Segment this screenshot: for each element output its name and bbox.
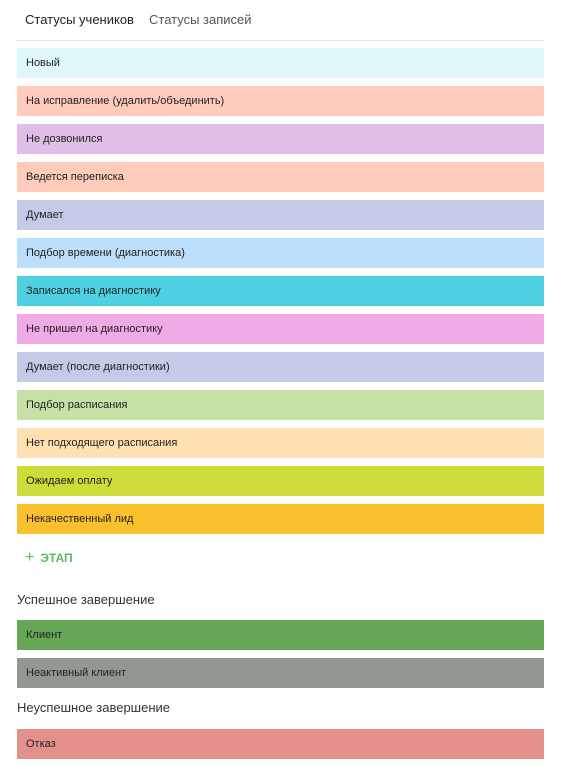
stage-item[interactable]: Ведется переписка [17,162,544,192]
success-stage-item[interactable]: Неактивный клиент [17,658,544,688]
stage-item[interactable]: Подбор расписания [17,390,544,420]
stage-item[interactable]: Не дозвонился [17,124,544,154]
add-stage-button[interactable]: + ЭТАП [25,549,73,567]
stage-item[interactable]: Новый [17,48,544,78]
success-section-title: Успешное завершение [17,592,155,607]
stage-item[interactable]: Нет подходящего расписания [17,428,544,458]
stage-item[interactable]: Не пришел на диагностику [17,314,544,344]
stage-item[interactable]: Думает (после диагностики) [17,352,544,382]
failure-stage-item[interactable]: Отказ [17,729,544,759]
stage-item[interactable]: Некачественный лид [17,504,544,534]
tab-record-statuses[interactable]: Статусы записей [149,12,252,27]
failure-section-title: Неуспешное завершение [17,700,171,715]
plus-icon: + [25,549,35,566]
stage-item[interactable]: Записался на диагностику [17,276,544,306]
stage-item[interactable]: Думает [17,200,544,230]
stage-item[interactable]: Подбор времени (диагностика) [17,238,544,268]
status-tabs: Статусы учеников Статусы записей [16,0,544,41]
add-stage-label: ЭТАП [40,551,73,565]
stage-item[interactable]: Ожидаем оплату [17,466,544,496]
success-stage-item[interactable]: Клиент [17,620,544,650]
tab-student-statuses[interactable]: Статусы учеников [25,12,134,27]
stage-item[interactable]: На исправление (удалить/объединить) [17,86,544,116]
